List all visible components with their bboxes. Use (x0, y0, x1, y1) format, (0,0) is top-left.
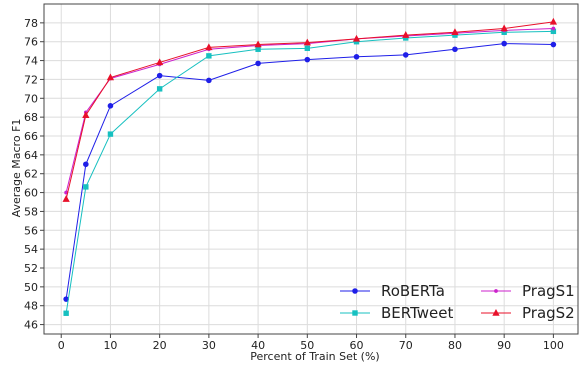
series-layer (62, 17, 558, 316)
data-point-roberta (206, 77, 212, 84)
x-tick-label: 70 (399, 339, 413, 352)
x-tick-label: 100 (543, 339, 564, 352)
data-point-prags2 (303, 38, 311, 46)
legend-item-prags2: PragS2 (481, 304, 575, 322)
y-tick-label: 62 (24, 168, 38, 181)
data-point-roberta (550, 41, 557, 48)
data-point-roberta (501, 40, 507, 47)
data-point-roberta (452, 46, 458, 53)
y-tick-label: 46 (24, 319, 38, 332)
series-bertweet (63, 28, 557, 316)
x-tick-label: 60 (350, 339, 364, 352)
data-point-prags2 (106, 73, 115, 81)
x-tick-label: 50 (300, 339, 314, 352)
x-tick-label: 0 (58, 339, 65, 352)
y-tick-label: 70 (24, 92, 38, 105)
data-point-bertweet (63, 310, 69, 316)
legend-item-roberta: RoBERTa (340, 282, 445, 300)
data-point-roberta (156, 72, 163, 79)
data-point-prags2 (549, 17, 558, 25)
grid-lines (44, 4, 578, 334)
y-tick-label: 64 (24, 149, 38, 162)
y-tick-label: 50 (24, 281, 38, 294)
data-point-bertweet (304, 45, 311, 52)
series-roberta (63, 40, 557, 302)
legend-label: BERTweet (381, 304, 454, 322)
data-point-prags2 (205, 43, 213, 51)
data-point-roberta (353, 54, 360, 60)
data-point-bertweet (255, 46, 261, 52)
data-point-roberta (83, 161, 89, 168)
data-point-prags2 (62, 195, 70, 202)
legend-marker (352, 288, 358, 294)
x-tick-label: 90 (497, 339, 511, 352)
series-line-prags2 (65, 21, 554, 200)
x-axis-ticks: 0 10 20 30 40 50 60 70 80 90 100 (58, 334, 564, 352)
data-point-bertweet (206, 53, 212, 59)
data-point-bertweet (83, 184, 89, 190)
y-tick-label: 68 (24, 111, 38, 124)
x-axis-label: Percent of Train Set (%) (250, 350, 379, 363)
x-tick-label: 10 (103, 339, 117, 352)
x-tick-label: 30 (202, 339, 216, 352)
series-prags1 (64, 26, 556, 195)
y-tick-label: 52 (24, 262, 38, 275)
legend-item-prags1: PragS1 (481, 282, 575, 300)
legend-label: RoBERTa (381, 282, 445, 300)
data-point-roberta (255, 60, 261, 67)
y-tick-label: 72 (24, 73, 38, 86)
data-point-prags2 (82, 111, 90, 118)
legend: RoBERTa BERTweet PragS1 PragS2 (340, 282, 575, 322)
legend-marker (494, 289, 498, 293)
data-point-prags2 (402, 31, 410, 38)
series-prags2 (62, 17, 558, 202)
data-point-prags2 (254, 40, 262, 48)
series-line-bertweet (65, 30, 554, 314)
legend-marker (352, 310, 358, 316)
y-tick-label: 54 (24, 243, 38, 256)
series-line-prags1 (65, 28, 554, 193)
data-point-prags1 (551, 26, 556, 31)
x-tick-label: 20 (153, 339, 167, 352)
x-tick-label: 80 (448, 339, 462, 352)
data-point-prags2 (451, 28, 459, 35)
y-tick-label: 78 (24, 17, 38, 30)
y-axis-label: Average Macro F1 (10, 119, 23, 218)
legend-label: PragS2 (522, 304, 575, 322)
series-line-roberta (65, 43, 554, 300)
data-point-prags2 (500, 24, 508, 32)
x-tick-label: 40 (251, 339, 265, 352)
y-tick-label: 76 (24, 36, 38, 49)
data-point-prags2 (156, 58, 164, 66)
data-point-roberta (107, 103, 114, 109)
legend-marker (492, 308, 500, 316)
data-point-bertweet (107, 131, 114, 137)
legend-item-bertweet: BERTweet (340, 304, 454, 322)
y-tick-label: 48 (24, 300, 38, 313)
y-tick-label: 56 (24, 224, 38, 237)
data-point-bertweet (156, 86, 163, 92)
data-point-roberta (304, 56, 311, 63)
y-tick-label: 60 (24, 187, 38, 200)
y-axis-ticks: 46 48 50 52 54 56 58 60 62 64 66 68 70 72 74 76 78 (24, 17, 44, 332)
data-point-roberta (402, 52, 409, 58)
y-tick-label: 74 (24, 55, 38, 68)
legend-label: PragS1 (522, 282, 575, 300)
plot-frame (43, 3, 579, 335)
data-point-prags2 (352, 34, 361, 42)
y-tick-label: 58 (24, 205, 38, 218)
y-tick-label: 66 (24, 130, 38, 143)
